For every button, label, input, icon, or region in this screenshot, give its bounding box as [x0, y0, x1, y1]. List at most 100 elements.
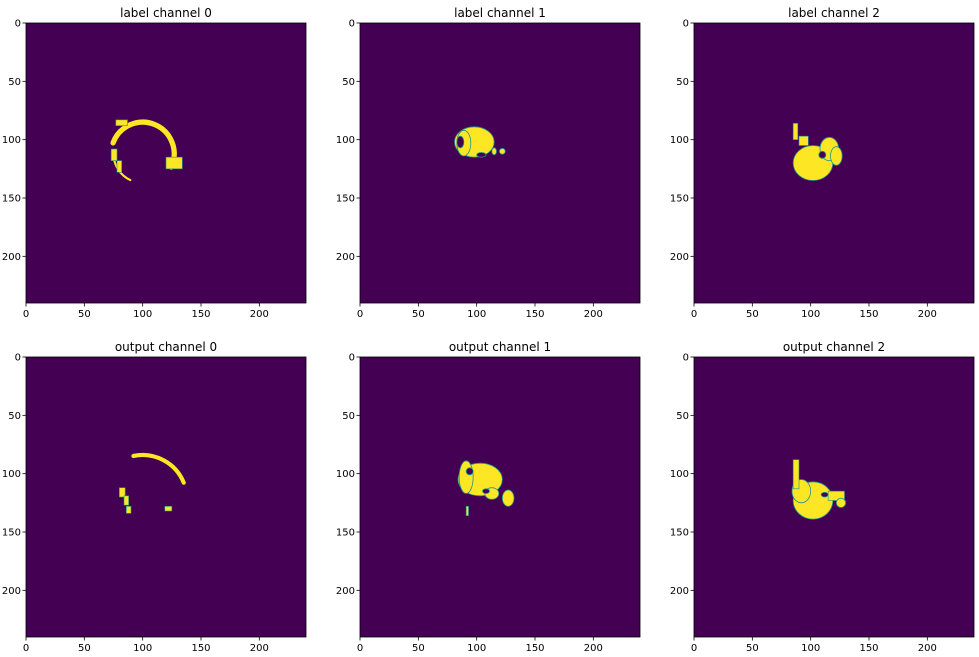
y-tick-label: 200 [2, 586, 21, 597]
mask-hole [465, 467, 474, 476]
axes-frame [693, 356, 975, 638]
mask-region [792, 459, 800, 490]
y-tick-label: 200 [2, 252, 21, 263]
x-tick-label: 150 [859, 643, 878, 653]
axes-frame [359, 356, 641, 638]
axes-frame [359, 22, 641, 304]
y-tick-label: 50 [8, 411, 21, 422]
y-tick-label: 150 [2, 194, 21, 205]
mask-hole [820, 491, 829, 498]
heatmap-background [360, 23, 640, 303]
y-tick-label: 200 [670, 586, 689, 597]
mask-region [792, 123, 799, 140]
mask-region [115, 119, 128, 126]
mask-region [830, 146, 843, 166]
mask-region [119, 487, 126, 498]
y-tick-label: 50 [676, 411, 689, 422]
y-tick-label: 50 [8, 77, 21, 88]
x-tick-label: 50 [412, 309, 425, 320]
y-tick-label: 0 [15, 19, 21, 30]
subplot-5: output channel 2 0 50 100 150 200 0 50 100 150 200 [670, 340, 975, 654]
mask-layer [791, 459, 847, 520]
subplot-title: label channel 1 [454, 6, 546, 20]
mask-region [123, 495, 129, 506]
x-tick-label: 150 [859, 309, 878, 320]
x-tick-label: 200 [584, 309, 603, 320]
subplot-title: output channel 1 [449, 340, 551, 354]
mask-layer [119, 452, 186, 514]
mask-layer [457, 460, 515, 516]
mask-region [110, 119, 177, 170]
heatmap-background [26, 357, 306, 637]
mask-hole [818, 150, 827, 159]
y-tick-label: 0 [683, 353, 689, 364]
x-tick-label: 200 [918, 309, 937, 320]
subplot-4: output channel 1 0 50 100 150 200 0 50 100 150 200 [336, 340, 641, 654]
mask-region [165, 156, 183, 170]
y-tick-label: 0 [349, 19, 355, 30]
x-tick-label: 50 [78, 309, 91, 320]
mask-hole [482, 488, 490, 494]
x-tick-label: 100 [133, 309, 152, 320]
mask-hole [456, 135, 465, 149]
subplot-1: label channel 1 0 50 100 150 200 0 50 100 150 200 [336, 6, 641, 320]
x-tick-label: 0 [691, 643, 697, 653]
x-tick-label: 100 [801, 643, 820, 653]
x-tick-label: 150 [191, 643, 210, 653]
axes-frame [25, 22, 307, 304]
x-tick-label: 150 [525, 643, 544, 653]
mask-layer [454, 126, 506, 158]
x-tick-label: 50 [412, 643, 425, 653]
x-tick-label: 0 [691, 309, 697, 320]
x-tick-label: 0 [357, 643, 363, 653]
x-tick-label: 200 [250, 309, 269, 320]
mask-region [491, 147, 497, 156]
subplot-title: output channel 2 [783, 340, 885, 354]
mask-region [458, 460, 474, 494]
y-tick-label: 50 [342, 77, 355, 88]
mask-region [126, 506, 132, 514]
x-tick-label: 50 [746, 643, 759, 653]
mask-hole [476, 152, 487, 158]
mask-region [110, 148, 118, 161]
x-tick-label: 100 [467, 309, 486, 320]
y-tick-label: 200 [336, 586, 355, 597]
x-tick-label: 100 [133, 643, 152, 653]
x-tick-label: 100 [467, 643, 486, 653]
x-tick-label: 50 [746, 309, 759, 320]
subplot-title: label channel 2 [788, 6, 880, 20]
y-tick-label: 200 [670, 252, 689, 263]
mask-region [499, 148, 506, 155]
y-tick-label: 150 [336, 528, 355, 539]
y-tick-label: 150 [670, 194, 689, 205]
subplot-0: label channel 0 0 50 100 150 200 0 50 100 150 200 [2, 6, 307, 320]
axes-frame [693, 22, 975, 304]
subplot-2: label channel 2 0 50 100 150 200 0 50 100 150 200 [670, 6, 975, 320]
mask-region [131, 452, 186, 485]
mask-layer [110, 119, 183, 182]
y-tick-label: 100 [336, 135, 355, 146]
y-tick-label: 0 [683, 19, 689, 30]
y-tick-label: 50 [676, 77, 689, 88]
y-tick-label: 100 [670, 469, 689, 480]
subplot-title: label channel 0 [120, 6, 212, 20]
y-tick-label: 0 [349, 353, 355, 364]
mask-region [798, 135, 809, 146]
x-tick-label: 200 [918, 643, 937, 653]
mask-layer [792, 123, 843, 181]
heatmap-background [360, 357, 640, 637]
y-tick-label: 100 [670, 135, 689, 146]
y-tick-label: 0 [15, 353, 21, 364]
y-tick-label: 150 [336, 194, 355, 205]
x-tick-label: 100 [801, 309, 820, 320]
mask-region [501, 489, 515, 507]
mask-region [465, 506, 469, 516]
x-tick-label: 150 [191, 309, 210, 320]
x-tick-label: 200 [584, 643, 603, 653]
x-tick-label: 0 [23, 643, 29, 653]
axes-frame [25, 356, 307, 638]
y-tick-label: 150 [670, 528, 689, 539]
mask-region [164, 506, 173, 512]
x-tick-label: 50 [78, 643, 91, 653]
